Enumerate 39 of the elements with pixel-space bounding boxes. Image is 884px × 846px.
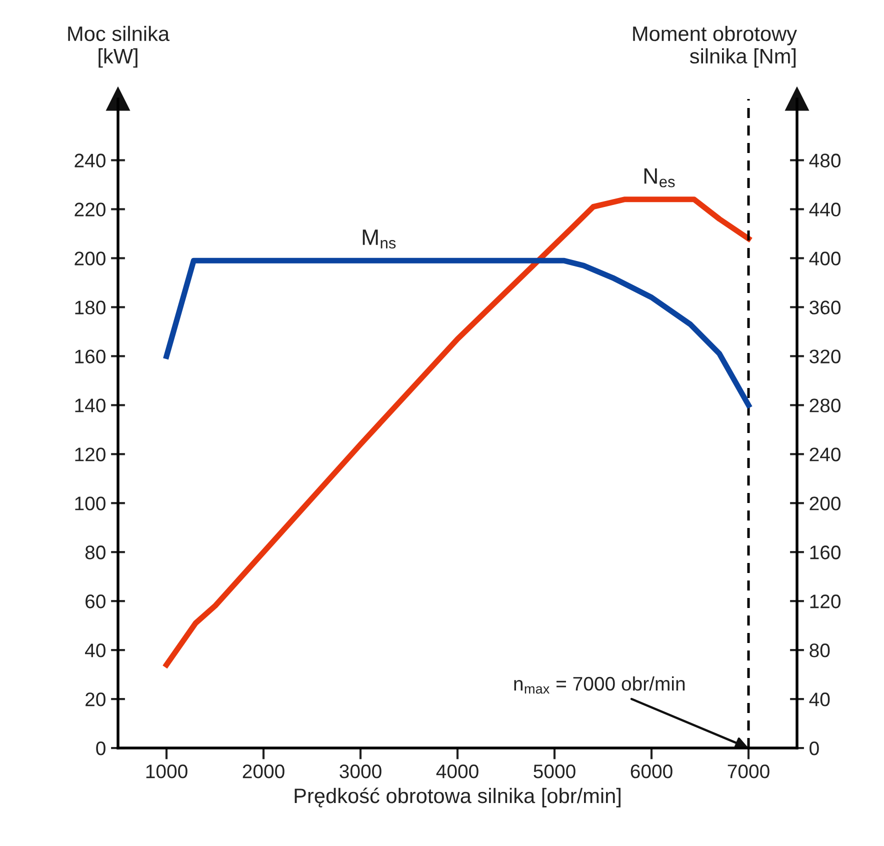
y-tick-label: 60 (86, 594, 106, 608)
annotation: n$_{max}$ = 7000 obr/min (514, 676, 685, 694)
y2-tick-label: 320 (810, 350, 840, 364)
y2-axis-title: Moment obrotowy silnika [Nm] (633, 26, 797, 68)
x-tick-label: 7000 (728, 764, 770, 778)
x-tick-label: 6000 (630, 764, 672, 778)
y2-tick-label: 400 (809, 252, 840, 266)
y-tick-label: 200 (74, 252, 106, 266)
y2-tick-label: 240 (810, 448, 840, 462)
x-tick-label: 3000 (340, 764, 382, 778)
y-tick-label: 80 (85, 546, 106, 560)
y2-tick-label: 0 (810, 742, 819, 756)
x-tick-label: 5000 (534, 764, 576, 778)
y2-tick-label: 480 (809, 154, 840, 168)
y-tick-label: 240 (74, 154, 106, 168)
y-axis-title: Moc silnika [kW] (68, 26, 170, 68)
y2-tick-label: 360 (810, 300, 840, 314)
y-tick-label: 40 (85, 644, 106, 658)
y-tick-label: 20 (86, 692, 106, 706)
y-tick-label: 160 (75, 350, 106, 364)
y2-tick-label: 120 (810, 594, 840, 608)
y2-tick-label: 200 (810, 496, 840, 510)
series-label: N$_{es}$ (644, 168, 675, 188)
x-tick-label: 1000 (146, 764, 188, 778)
y2-tick-label: 280 (810, 398, 840, 412)
y-tick-label: 120 (75, 448, 106, 462)
y-tick-label: 180 (75, 300, 106, 314)
y2-tick-label: 80 (810, 644, 830, 658)
y-tick-label: 0 (96, 742, 106, 756)
y2-tick-label: 40 (809, 692, 830, 706)
y2-tick-label: 160 (810, 546, 840, 560)
y2-tick-label: 440 (809, 202, 840, 216)
x-tick-label: 4000 (436, 764, 478, 778)
x-tick-label: 2000 (242, 764, 284, 778)
y-tick-label: 220 (74, 202, 106, 216)
series-label: M$_{ns}$ (362, 230, 396, 249)
x-axis-title: Prędkość obrotowa silnika [obr/min] (294, 788, 620, 808)
y-tick-label: 140 (75, 398, 106, 412)
y-tick-label: 100 (75, 496, 106, 510)
